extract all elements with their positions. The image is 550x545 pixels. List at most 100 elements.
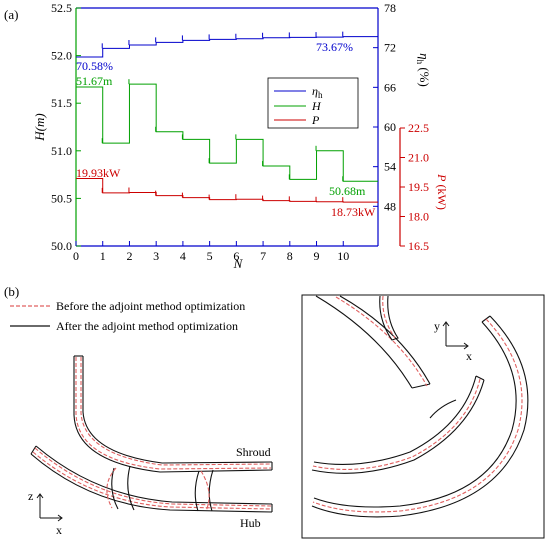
eta-tick-label-4: 72 (384, 41, 396, 55)
bladeB-after (379, 295, 399, 341)
x-axis-label-b: x (56, 523, 62, 537)
x2-axis-label-b: x (466, 349, 472, 363)
eta-tick-label-1: 54 (384, 160, 396, 174)
x-tick-label-6: 6 (233, 249, 239, 263)
hub-inlet (30, 445, 37, 455)
legend-after-label: After the adjoint method optimization (56, 319, 238, 333)
hub-inner-after (35, 445, 273, 505)
bladeB-before (382, 295, 396, 339)
bladeC-outer-after (311, 379, 485, 474)
p-tick-label-0: 16.5 (408, 239, 429, 253)
shroud-outer-after (73, 356, 273, 473)
annotation-4: 50.68m (329, 184, 366, 198)
y-axis-label-b: y (434, 319, 440, 333)
bladeA-outer-after (339, 295, 431, 385)
shroud-inner-before (80, 357, 272, 466)
hub-outer-after (30, 453, 273, 513)
bladeC-tip (475, 375, 485, 381)
series-line-H (76, 83, 378, 182)
x2-arrowhead (463, 342, 469, 350)
plan-view-frame (301, 294, 545, 539)
annotation-5: 18.73kW (331, 205, 376, 219)
eta-axis-ticks: 48 54 60 66 72 78 (373, 1, 396, 213)
h-tick-label-4: 52.0 (51, 49, 72, 63)
p-tick-label-3: 21.0 (408, 151, 429, 165)
panel-b-label: (b) (4, 284, 19, 299)
blade1-before (106, 467, 117, 509)
eta-tick-label-2: 60 (384, 120, 396, 134)
zx-axes-indicator (36, 493, 63, 522)
series-line-P (76, 178, 378, 203)
plan-view (311, 295, 529, 518)
eta-tick-label-5: 78 (384, 1, 396, 15)
annotation-0: 70.58% (76, 59, 113, 73)
x-tick-label-8: 8 (287, 249, 293, 263)
bladeD-before (312, 318, 523, 513)
x-tick-label-10: 10 (337, 249, 349, 263)
annotation-1: 51.67m (76, 74, 113, 88)
x-tick-label-0: 0 (73, 249, 79, 263)
h-tick-label-0: 50.0 (51, 239, 72, 253)
y-arrowhead (442, 321, 450, 327)
p-tick-label-2: 19.5 (408, 180, 429, 194)
annotation-2: 19.93kW (76, 166, 121, 180)
bladeC-inner-after (313, 375, 477, 466)
legend-label-h: H (311, 99, 322, 113)
annotation-3: 73.67% (316, 40, 353, 54)
shroud-outer-before (75, 357, 272, 470)
blade2-before (200, 470, 210, 512)
blade2-left-after (194, 470, 200, 512)
z-axis-label: z (28, 489, 33, 503)
eta-tick-label-3: 66 (384, 80, 396, 94)
p-axis-label: P (kW) (435, 173, 449, 210)
h-tick-label-3: 51.5 (51, 96, 72, 110)
blade-legend: Before the adjoint method optimization A… (10, 299, 245, 333)
legend-label-eta: ηh (312, 84, 323, 100)
hub-label: Hub (240, 516, 261, 530)
x-tick-label-5: 5 (207, 249, 213, 263)
x-axis-ticks: 0 1 2 3 4 5 6 7 8 9 10 (73, 241, 349, 263)
eta-axis-label: ηh (%) (415, 53, 432, 87)
p-tick-label-1: 18.0 (408, 210, 429, 224)
bladeA-inner-after (315, 295, 413, 389)
shroud-label: Shroud (236, 445, 271, 459)
x-tick-label-2: 2 (126, 249, 132, 263)
panel-a-label: (a) (4, 7, 18, 22)
x-arrowhead (57, 514, 63, 522)
chart-legend: ηh H P (267, 77, 359, 129)
bladeD-inner-after (313, 321, 517, 508)
bladeD-outer-after (311, 315, 529, 518)
bladeA-tip (411, 383, 431, 389)
h-tick-label-5: 52.5 (51, 1, 72, 15)
blade1-right-after (127, 465, 135, 511)
z-arrowhead (36, 493, 44, 499)
data-annotations: 70.58%51.67m 19.93kW 73.67% 50.68m 18.73kW (76, 40, 376, 219)
h-tick-label-2: 51.0 (51, 144, 72, 158)
series-line-ηh (76, 36, 378, 58)
p-tick-label-4: 22.5 (408, 121, 429, 135)
hub-outer-before (32, 451, 272, 510)
h-tick-label-1: 50.5 (51, 191, 72, 205)
h-axis-ticks: 50.0 50.5 51.0 51.5 52.0 52.5 (51, 1, 81, 253)
legend-before-label: Before the adjoint method optimization (56, 299, 245, 313)
shroud-inner-after (82, 356, 273, 464)
meridional-view (30, 355, 273, 513)
x-tick-label-9: 9 (314, 249, 320, 263)
x-tick-label-4: 4 (180, 249, 186, 263)
series-lines (76, 31, 378, 203)
h-axis-label: H(m) (32, 113, 47, 141)
eta-tick-label-0: 48 (384, 199, 396, 213)
bladeA-before (335, 296, 428, 387)
p-axis-ticks: 16.5 18.0 19.5 21.0 22.5 (400, 121, 429, 253)
x-tick-label-3: 3 (153, 249, 159, 263)
legend-label-p: P (311, 113, 320, 127)
bladeC-before (312, 378, 481, 470)
x-axis-label: N (233, 256, 244, 271)
x-tick-label-7: 7 (260, 249, 266, 263)
x-tick-label-1: 1 (100, 249, 106, 263)
yx-axes-indicator (442, 321, 469, 350)
bladeE-after (429, 399, 457, 419)
blade1-left-after (111, 467, 119, 510)
